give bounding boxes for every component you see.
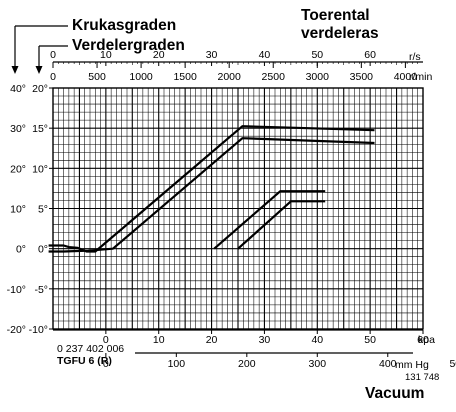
top-rmin-tick-label: 3500 [350,71,374,83]
top-rmin-tick-label: 500 [88,71,106,83]
distributor-tick-label: 15° [32,123,48,135]
top-rmin-ticks: 0 500 1000 1500 2000 2500 3000 3500 4000 [50,62,417,83]
top-rmin-tick-label: 0 [50,71,56,83]
top-rs-tick-label: 10 [100,49,112,61]
grid-major [53,88,423,329]
part-number: 0 237 402 006 [57,343,124,355]
kpa-tick-label: 60 [417,334,429,346]
mmhg-tick-label: 0 [103,358,109,370]
kpa-tick-label: 20 [206,334,218,346]
bottom-kpa-ticks: 0 10 20 30 40 50 60 [103,330,429,346]
code-label: 131 748 [405,372,439,383]
top-rs-tick-label: 0 [50,49,56,61]
top-rs-tick-label: 50 [311,49,323,61]
crank-tick-label: 20° [10,163,26,175]
crank-degrees-label: Krukasgraden [72,17,176,34]
top-rmin-tick-label: 4000 [394,71,418,83]
mmhg-tick-label: 100 [168,358,186,370]
curve-vacuum-lower [213,190,326,250]
distributor-axis-arrowhead [35,66,43,74]
unit-rs: r/s [409,51,421,63]
vacuum-label: Vacuum [365,385,424,402]
distributor-tick-label: 20° [32,83,48,95]
crank-tick-label: 30° [10,123,26,135]
model-label: TGFU 6 (R) [57,355,112,367]
distributor-degrees-label: Verdelergraden [72,37,185,54]
curve-centrifugal-upper [48,125,375,253]
mmhg-tick-label: 300 [309,358,327,370]
curves [48,125,375,253]
rpm-title-line1: Toerental [301,7,370,24]
unit-mmhg: mm Hg [395,359,429,371]
distributor-tick-label: -5° [34,284,48,296]
bottom-mmhg-ticks: 0 100 200 300 400 500 [103,353,456,370]
top-rmin-tick-label: 2500 [262,71,286,83]
top-rs-tick-label: 30 [206,49,218,61]
unit-kpa: kpa [418,334,435,346]
left-crank-ticks: 40° 30° 20° 10° 0° -10° -20° [7,83,26,336]
top-rmin-tick-label: 3000 [306,71,330,83]
left-distributor-ticks: 20° 15° 10° 5° 0° -5° -10° [29,83,53,336]
distributor-tick-label: 10° [32,163,48,175]
kpa-tick-label: 40 [311,334,323,346]
top-rs-tick-label: 40 [259,49,271,61]
crank-tick-label: -20° [7,324,26,336]
distributor-tick-label: 0° [38,244,48,256]
distributor-tick-label: -10° [29,324,48,336]
mmhg-tick-label: 500 [449,358,456,370]
mmhg-tick-label: 400 [379,358,397,370]
kpa-tick-label: 0 [103,334,109,346]
curve-vacuum-upper [237,200,326,250]
distributor-tick-label: 5° [38,204,48,216]
mmhg-tick-label: 200 [238,358,256,370]
top-rmin-tick-label: 2000 [218,71,242,83]
crank-tick-label: 10° [10,204,26,216]
top-rs-tick-label: 20 [153,49,165,61]
top-rmin-tick-label: 1000 [129,71,153,83]
top-rs-tick-label: 60 [364,49,376,61]
crank-tick-label: -10° [7,284,26,296]
top-rs-ticks: 0 10 20 30 40 50 60 [50,49,419,66]
curve-centrifugal-lower [48,137,375,253]
crank-axis-arrowhead [11,66,19,74]
rpm-title-line2: verdeleras [301,25,379,42]
kpa-tick-label: 10 [153,334,165,346]
kpa-tick-label: 30 [259,334,271,346]
crank-tick-label: 0° [16,244,26,256]
kpa-tick-label: 50 [364,334,376,346]
top-rmin-tick-label: 1500 [173,71,197,83]
unit-rmin: r/min [409,71,432,83]
crank-tick-label: 40° [10,83,26,95]
